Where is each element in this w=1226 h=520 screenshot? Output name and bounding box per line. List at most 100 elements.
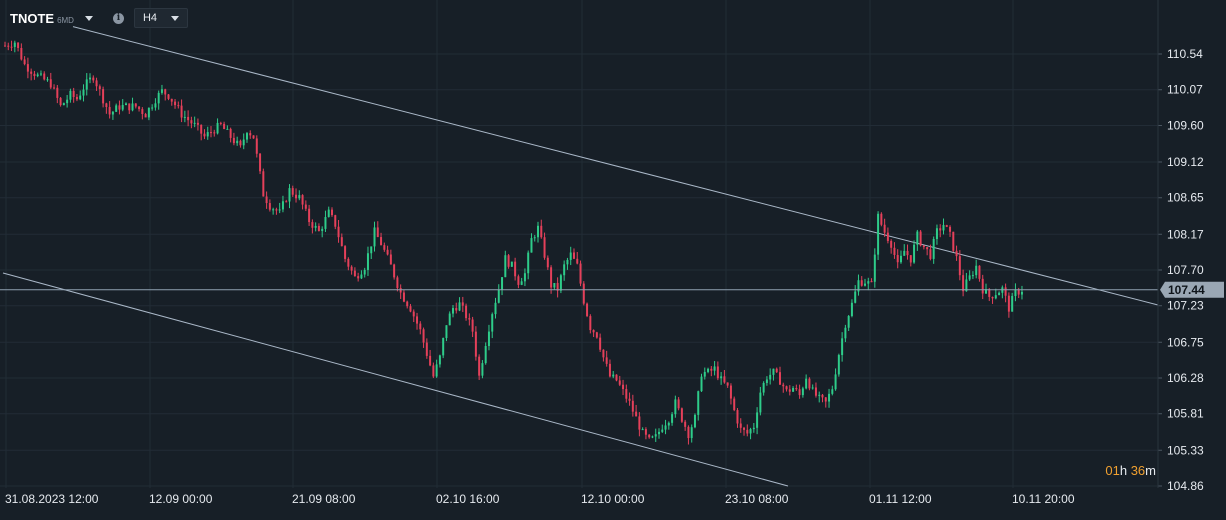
candle — [661, 424, 664, 433]
candle-body — [883, 224, 886, 233]
candle-body — [141, 109, 144, 115]
y-tick-label: 109.12 — [1167, 155, 1204, 169]
symbol-contract: 6MD — [57, 15, 74, 25]
candle-body — [608, 363, 611, 377]
candle — [85, 73, 88, 96]
candle — [105, 102, 108, 114]
candle-body — [98, 86, 101, 90]
candle — [952, 231, 955, 252]
candle-body — [386, 249, 389, 255]
candle-body — [981, 278, 984, 294]
candle — [455, 302, 458, 314]
candle-body — [906, 250, 909, 256]
candle-body — [870, 281, 873, 283]
candle — [39, 70, 42, 77]
candle — [445, 325, 448, 342]
candle — [612, 371, 615, 379]
candle-body — [641, 429, 644, 431]
candle — [687, 425, 690, 445]
candle-body — [461, 302, 464, 306]
candle-body — [703, 371, 706, 377]
candle — [435, 359, 438, 378]
candle-body — [314, 225, 317, 228]
candle-body — [615, 374, 618, 381]
trendline-layer — [2, 26, 1159, 487]
x-tick-label: 21.09 08:00 — [292, 492, 356, 506]
candle — [72, 87, 75, 103]
candle-body — [599, 337, 602, 350]
candle-body — [994, 295, 997, 299]
candle-body — [1011, 296, 1014, 312]
candle-body — [687, 426, 690, 439]
candle-body — [196, 122, 199, 125]
candle — [877, 211, 880, 260]
candle — [716, 361, 719, 381]
candle-body — [886, 232, 889, 241]
symbol-selector[interactable]: TNOTE 6MD — [6, 11, 97, 26]
candle — [523, 268, 526, 287]
candle-body — [909, 255, 912, 263]
candle — [805, 374, 808, 390]
candle-body — [671, 414, 674, 423]
candle — [180, 99, 183, 123]
candle-body — [569, 252, 572, 260]
candle — [370, 246, 373, 259]
candle — [638, 412, 641, 437]
candle — [743, 426, 746, 436]
candle-body — [589, 316, 592, 331]
candle — [883, 218, 886, 237]
candle — [671, 412, 674, 426]
candle-body — [622, 384, 625, 390]
candle-body — [308, 208, 311, 223]
candle — [537, 221, 540, 243]
candle — [327, 206, 330, 218]
candle — [324, 210, 327, 232]
candle-body — [644, 429, 647, 435]
candle-body — [664, 425, 667, 430]
candle — [540, 219, 543, 239]
candle — [684, 419, 687, 431]
candle — [981, 274, 984, 300]
candle — [792, 386, 795, 393]
current-price-label: 107.44 — [1168, 283, 1205, 297]
candle-body — [877, 213, 880, 255]
candle — [870, 278, 873, 283]
candle-body — [190, 120, 193, 124]
candle-body — [968, 275, 971, 280]
candle — [765, 376, 768, 386]
candle — [177, 101, 180, 109]
candle-body — [164, 89, 167, 95]
candle — [389, 249, 392, 265]
candle — [929, 244, 932, 261]
candle — [288, 184, 291, 209]
candle-body — [1014, 289, 1017, 297]
candle-body — [824, 397, 827, 402]
candle — [949, 225, 952, 237]
y-tick-label: 109.60 — [1167, 118, 1204, 132]
candle-body — [295, 194, 298, 199]
candle-body — [543, 237, 546, 258]
candle — [896, 249, 899, 269]
candle — [651, 435, 654, 439]
candle-body — [743, 427, 746, 430]
candle — [608, 359, 611, 378]
info-icon[interactable]: i — [112, 12, 124, 24]
candle-body — [625, 389, 628, 399]
candle — [164, 88, 167, 101]
candle — [533, 235, 536, 242]
chart-toolbar: TNOTE 6MD i H4 — [6, 8, 189, 28]
current-price-layer: 107.44 — [0, 281, 1224, 298]
countdown-minutes: 36 — [1130, 463, 1146, 478]
candle-body — [419, 323, 422, 330]
candle — [939, 224, 942, 238]
candle-body — [831, 389, 834, 394]
candle — [844, 324, 847, 343]
candle — [481, 360, 484, 379]
axis-layer: 110.54 110.07 109.60 109.12 108.65 108.17 107.… — [5, 0, 1204, 506]
candle-body — [7, 45, 10, 47]
candle-body — [438, 355, 441, 365]
candle-body — [864, 283, 867, 286]
timeframe-selector[interactable]: H4 — [133, 8, 189, 28]
